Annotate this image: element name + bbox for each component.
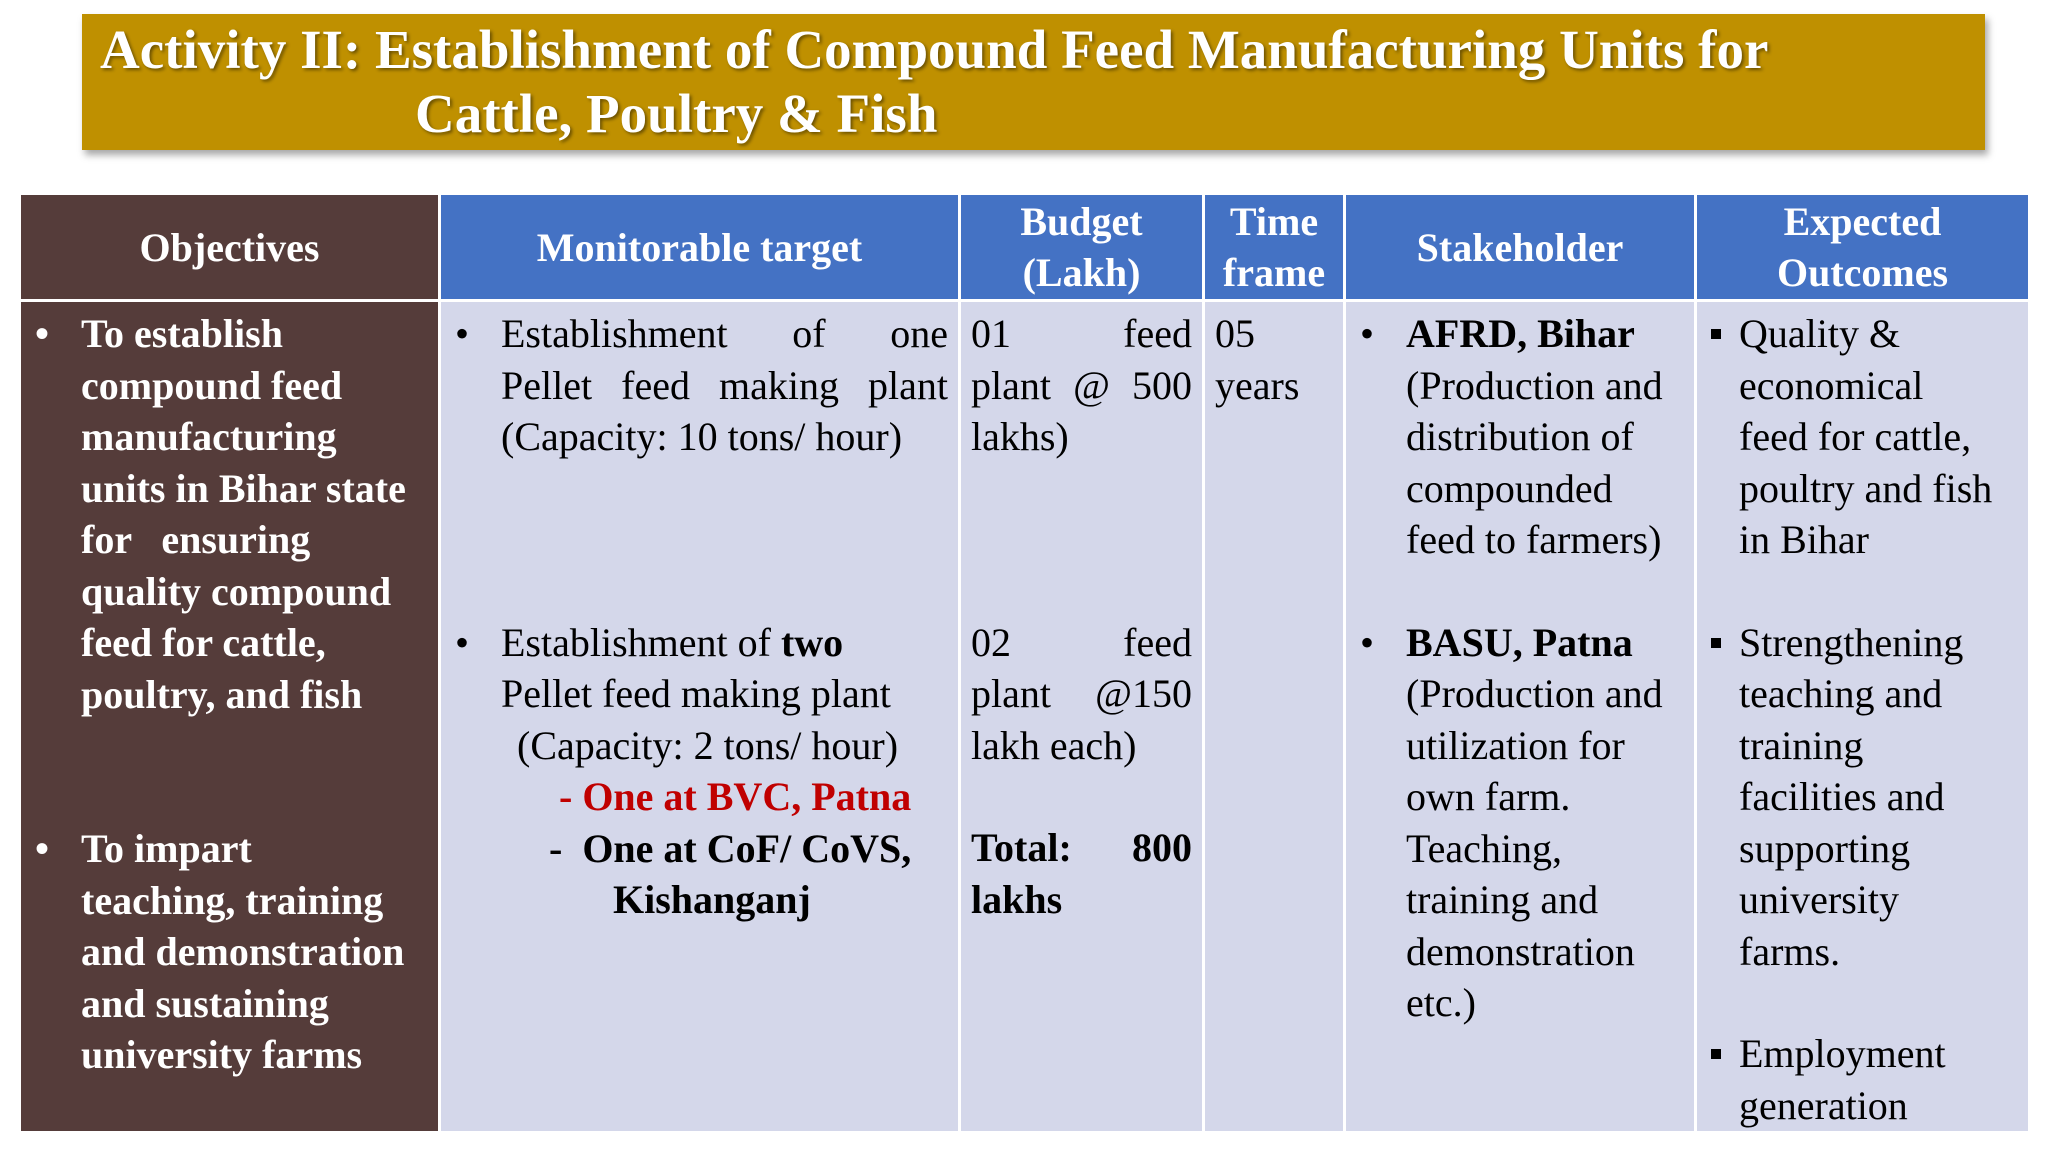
header-expected-outcomes: Expected Outcomes xyxy=(1694,192,2031,302)
objective-2: To impart teaching, training and demonst… xyxy=(31,823,428,1081)
outcome-3: Employment generation xyxy=(1707,1028,2018,1131)
stakeholder-afrd: AFRD, Bihar (Production and distribution… xyxy=(1356,308,1684,566)
activity-table: Objectives Monitorable target Budget (Lak… xyxy=(18,192,2031,1134)
target-sub-cof-covs: - One at CoF/ CoVS, xyxy=(549,825,912,871)
target-2: Establishment of two Pellet feed making … xyxy=(451,617,948,926)
stakeholder-cell: AFRD, Bihar (Production and distribution… xyxy=(1343,299,1697,1134)
header-monitorable-target: Monitorable target xyxy=(438,192,961,302)
monitorable-target-cell: Establishment of one Pellet feed making … xyxy=(438,299,961,1134)
budget-cell: 01 feed plant @ 500 lakhs) 02 feed plant… xyxy=(958,299,1205,1134)
objectives-cell: To establish compound feed manufacturing… xyxy=(18,299,441,1134)
slide-title: Activity II: Establishment of Compound F… xyxy=(82,14,1985,150)
header-budget: Budget (Lakh) xyxy=(958,192,1205,302)
budget-2: 02 feed plant @150 lakh each) xyxy=(971,619,1192,768)
time-frame-cell: 05 years xyxy=(1202,299,1346,1134)
expected-outcomes-cell: Quality & economical feed for cattle, po… xyxy=(1694,299,2031,1134)
outcome-2: Strengthening teaching and training faci… xyxy=(1707,617,2018,978)
budget-1: 01 feed plant @ 500 lakhs) xyxy=(971,311,1192,459)
title-line-1: Activity II: Establishment of Compound F… xyxy=(100,19,1769,80)
header-time-frame: Time frame xyxy=(1202,192,1346,302)
content-row: To establish compound feed manufacturing… xyxy=(18,299,2031,1134)
target-1: Establishment of one Pellet feed making … xyxy=(451,308,948,463)
stakeholder-basu: BASU, Patna (Production and utilization … xyxy=(1356,617,1684,1029)
outcome-1: Quality & economical feed for cattle, po… xyxy=(1707,308,2018,566)
title-line-2: Cattle, Poultry & Fish xyxy=(415,83,938,144)
objective-1: To establish compound feed manufacturing… xyxy=(31,308,428,720)
header-stakeholder: Stakeholder xyxy=(1343,192,1697,302)
target-sub-bvc-patna: - One at BVC, Patna xyxy=(559,774,912,819)
header-objectives: Objectives xyxy=(18,192,441,302)
header-row: Objectives Monitorable target Budget (Lak… xyxy=(18,192,2031,302)
budget-total: Total: 800 lakhs xyxy=(971,825,1192,922)
